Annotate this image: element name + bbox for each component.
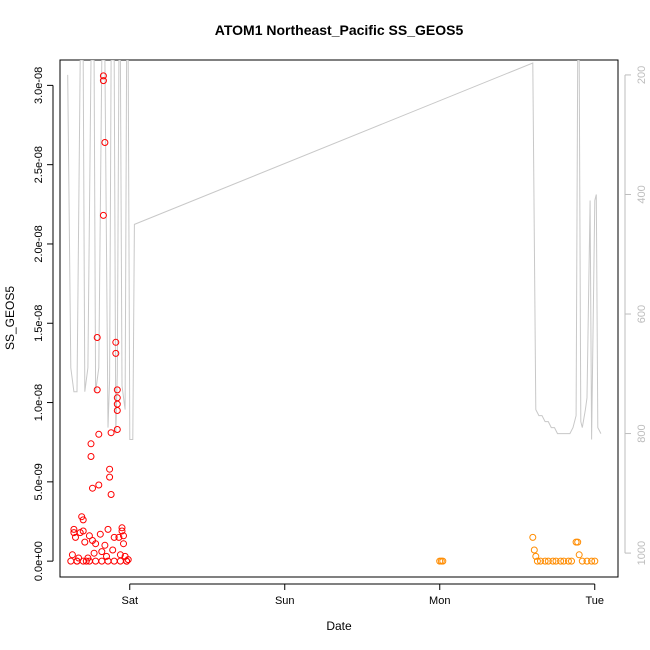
y-tick-label-1: 5.0e-09 xyxy=(33,463,45,500)
data-point-s1-17 xyxy=(574,538,582,546)
data-point-s0-59 xyxy=(92,557,100,565)
data-point-s0-10 xyxy=(79,527,87,535)
data-point-s0-39 xyxy=(110,533,118,541)
x-tick-label-3: Tue xyxy=(585,595,604,607)
data-point-s0-26 xyxy=(98,548,106,556)
data-point-s0-41 xyxy=(112,349,120,357)
data-point-s0-23 xyxy=(95,430,103,438)
data-point-s0-15 xyxy=(87,440,95,448)
data-point-s1-20 xyxy=(583,557,591,565)
data-point-s1-14 xyxy=(564,557,572,565)
data-point-s0-34 xyxy=(106,465,114,473)
data-point-s0-49 xyxy=(118,524,126,532)
data-point-s0-64 xyxy=(123,557,131,565)
data-point-s0-45 xyxy=(113,407,121,414)
data-point-s0-62 xyxy=(110,557,118,565)
data-point-s1-10 xyxy=(549,557,557,565)
data-point-s0-9 xyxy=(79,516,87,524)
data-point-s1-2 xyxy=(439,557,447,565)
data-point-s0-42 xyxy=(113,386,121,394)
data-point-s1-5 xyxy=(532,552,540,560)
plot-frame xyxy=(59,59,619,578)
data-point-s0-20 xyxy=(92,540,100,548)
data-point-s1-4 xyxy=(530,546,538,554)
y-tick-label-2: 1.0e-08 xyxy=(33,384,45,421)
right-tick-label-4: 1000 xyxy=(636,541,648,565)
data-point-s1-8 xyxy=(541,557,549,565)
axes-layer: Sat Sun Mon Tue 0.0e+00 5.0e-09 1.0e-08 1.5e-08… xyxy=(33,66,648,607)
data-point-s1-3 xyxy=(529,533,537,541)
y-tick-label-3: 1.5e-08 xyxy=(33,305,45,342)
chart-title: ATOM1 Northeast_Pacific SS_GEOS5 xyxy=(215,22,464,38)
data-point-s1-9 xyxy=(544,557,552,565)
line-layer xyxy=(67,60,602,440)
data-point-s0-37 xyxy=(107,429,115,437)
y-tick-label-4: 2.0e-08 xyxy=(33,225,45,262)
data-point-s1-22 xyxy=(591,557,599,565)
right-tick-label-1: 400 xyxy=(636,185,648,203)
x-tick-label-2: Mon xyxy=(429,595,450,607)
data-point-s0-27 xyxy=(99,72,107,80)
data-point-s0-46 xyxy=(113,426,121,433)
data-point-s0-30 xyxy=(99,211,107,219)
data-point-s0-24 xyxy=(95,481,103,489)
data-point-s0-51 xyxy=(120,532,127,540)
data-point-s0-14 xyxy=(85,532,93,540)
data-point-s0-31 xyxy=(101,541,109,549)
data-point-s0-11 xyxy=(81,538,89,546)
data-point-s0-55 xyxy=(124,556,132,564)
data-point-s0-63 xyxy=(116,557,124,565)
data-point-s0-47 xyxy=(115,533,123,541)
data-point-s1-11 xyxy=(552,557,560,565)
data-point-s0-8 xyxy=(78,513,86,521)
right-tick-label-3: 800 xyxy=(636,424,648,442)
right-tick-label-0: 200 xyxy=(636,66,648,84)
x-tick-label-1: Sun xyxy=(275,595,295,607)
data-point-s0-52 xyxy=(120,540,127,548)
data-point-s0-28 xyxy=(99,77,107,85)
y-tick-label-0: 0.0e+00 xyxy=(33,541,45,581)
data-point-s0-38 xyxy=(109,546,117,554)
data-point-s0-25 xyxy=(96,530,104,538)
data-point-s0-1 xyxy=(68,551,76,559)
data-point-s1-18 xyxy=(575,551,583,559)
y-axis-label: SS_GEOS5 xyxy=(3,286,17,350)
data-point-s0-19 xyxy=(90,549,98,557)
data-point-s0-4 xyxy=(72,533,79,541)
data-point-s1-7 xyxy=(537,557,544,565)
x-axis-label: Date xyxy=(326,619,352,633)
y-tick-label-6: 3.0e-08 xyxy=(33,67,45,104)
data-point-s0-40 xyxy=(112,338,120,346)
data-point-s0-3 xyxy=(70,525,78,533)
data-point-s1-19 xyxy=(578,557,586,565)
data-point-s0-50 xyxy=(118,527,126,535)
data-point-s1-12 xyxy=(557,557,565,565)
data-point-s0-60 xyxy=(98,557,106,565)
x-tick-label-0: Sat xyxy=(121,595,138,607)
data-point-s1-21 xyxy=(588,557,596,565)
right-tick-label-2: 600 xyxy=(636,305,648,323)
data-point-s0-17 xyxy=(89,484,96,492)
data-point-s1-15 xyxy=(568,557,575,565)
points-layer xyxy=(67,72,599,565)
data-point-s0-36 xyxy=(107,491,115,498)
data-point-s0-21 xyxy=(93,334,101,341)
data-point-s0-32 xyxy=(103,552,110,560)
data-point-s0-35 xyxy=(106,473,114,481)
data-point-s0-16 xyxy=(87,453,95,460)
data-point-s0-29 xyxy=(101,139,109,146)
series-line-2 xyxy=(67,60,602,440)
data-point-s0-0 xyxy=(67,557,75,565)
data-point-s0-33 xyxy=(104,525,112,533)
data-point-s1-13 xyxy=(560,557,568,565)
y-tick-label-5: 2.5e-08 xyxy=(33,146,45,183)
data-point-s1-6 xyxy=(533,557,541,565)
data-point-s0-22 xyxy=(93,386,101,394)
